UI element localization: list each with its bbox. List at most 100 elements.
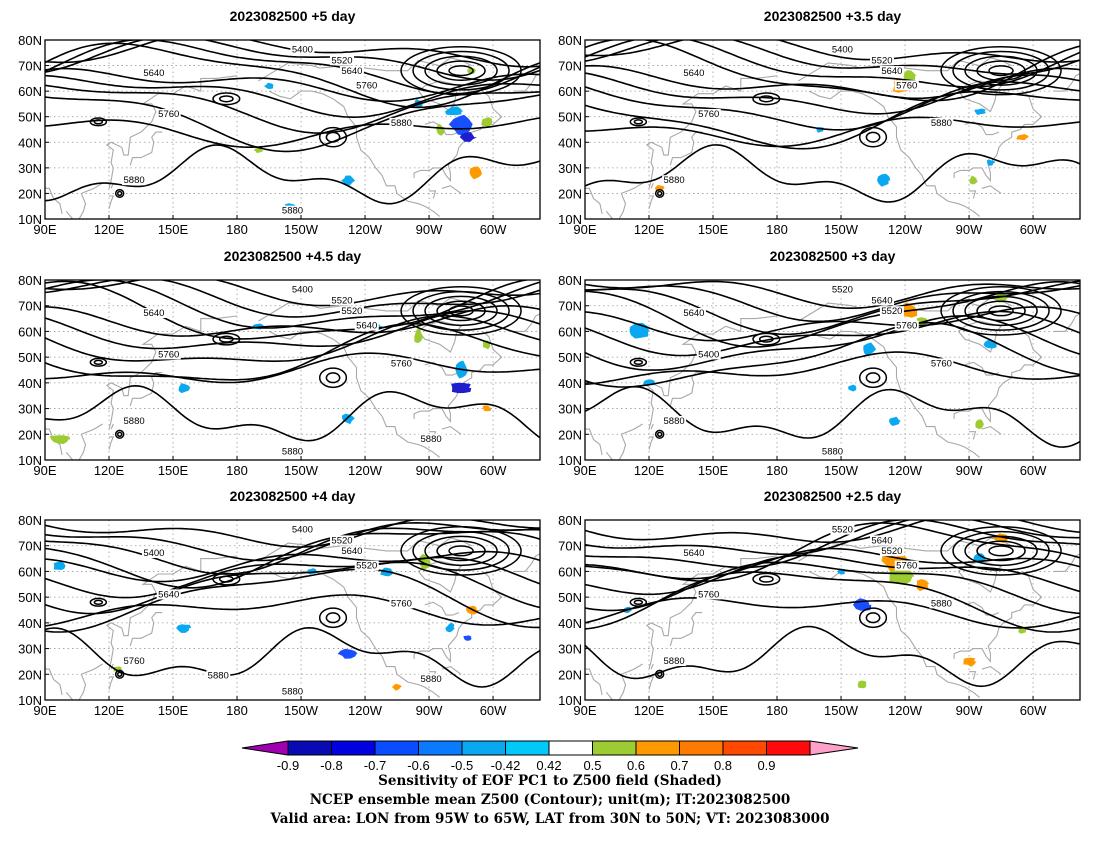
lat-tick-label: 60N [18, 564, 42, 579]
coastline [1054, 553, 1080, 572]
contour-label: 5640 [341, 546, 362, 557]
coastline [413, 570, 503, 663]
z500-contour [45, 305, 540, 337]
map-panels: 2023082500 +5 day54005520564056405760576… [18, 8, 1081, 718]
lon-tick-label: 150E [698, 222, 729, 237]
coastline [650, 182, 654, 189]
closed-contour [400, 286, 522, 336]
closed-contour [412, 50, 510, 91]
contour-label: 5880 [282, 687, 303, 698]
sensitivity-shade [974, 108, 986, 115]
coastline [669, 372, 703, 407]
lat-tick-label: 10N [18, 693, 42, 708]
contour-label: 5760 [391, 598, 412, 609]
closed-contour [633, 599, 644, 605]
coastline [957, 80, 1003, 113]
lat-tick-label: 40N [18, 616, 42, 631]
colorbar-box [679, 740, 724, 756]
coastline [129, 131, 163, 166]
z500-contour [585, 81, 1080, 131]
contour-label: 5880 [664, 175, 685, 186]
sensitivity-shade [444, 106, 463, 116]
coastline [883, 586, 981, 698]
coastline [108, 436, 115, 450]
closed-contour [412, 290, 510, 331]
lat-tick-label: 40N [558, 376, 582, 391]
closed-contour [964, 295, 1038, 327]
sensitivity-shade [1018, 627, 1027, 634]
contour-label-bg [330, 55, 354, 66]
contour-label: 5880 [421, 674, 442, 685]
closed-contour [116, 671, 123, 677]
coastline [645, 315, 778, 430]
closed-contour [656, 431, 663, 437]
lon-tick-label: 120E [94, 222, 125, 237]
closed-contour [865, 372, 881, 384]
contour-label-bg [681, 548, 706, 558]
closed-contour [436, 60, 486, 82]
coastline [605, 182, 643, 219]
contour-label: 5640 [356, 321, 377, 332]
closed-contour [964, 535, 1038, 567]
contour-label-bg [681, 67, 706, 78]
lat-tick-label: 20N [18, 427, 42, 442]
contour-label: 5520 [341, 306, 362, 317]
coastline [514, 313, 540, 332]
contour-label-bg [206, 670, 231, 681]
sensitivity-shade [963, 657, 977, 667]
closed-contour [424, 535, 498, 567]
coastline [441, 185, 462, 194]
coastline [969, 190, 977, 199]
closed-contour [448, 545, 474, 557]
contour-label: 5640 [871, 535, 892, 546]
closed-contour [952, 290, 1050, 331]
closed-contour [212, 572, 241, 586]
sensitivity-shade [481, 117, 493, 127]
coastline [417, 320, 463, 353]
sensitivity-shade [467, 67, 476, 74]
lat-tick-label: 10N [558, 212, 582, 227]
colorbar-tick-label: -0.7 [364, 758, 386, 773]
map-frame [584, 279, 1081, 461]
closed-contour [400, 45, 522, 96]
coastline [258, 62, 321, 82]
lat-tick-label: 40N [18, 376, 42, 391]
coastline [953, 570, 1043, 663]
contour-label: 5880 [282, 447, 303, 458]
closed-contour [89, 357, 108, 367]
closed-contour [758, 575, 774, 583]
z500-contour [585, 281, 1080, 348]
lon-tick-label: 150W [824, 463, 859, 478]
lon-tick-label: 90W [956, 463, 983, 478]
lon-tick-label: 150W [824, 222, 859, 237]
closed-contour [212, 92, 241, 106]
contour-label-bg [894, 320, 919, 331]
lon-tick-label: 120W [888, 463, 923, 478]
z500-contour [45, 352, 540, 384]
z500-contour [585, 597, 1080, 629]
map-frame [44, 39, 541, 220]
sensitivity-shade [337, 648, 358, 659]
contour-label: 5520 [331, 55, 352, 66]
z500-contour [585, 554, 1080, 596]
lon-tick-label: 150E [158, 463, 189, 478]
coastline [969, 671, 977, 680]
coastline [417, 80, 463, 113]
contour-label: 5760 [698, 589, 719, 600]
colorbar-box [766, 740, 811, 756]
colorbar-box [548, 740, 593, 756]
lat-tick-label: 80N [18, 273, 42, 288]
caption-line-3: Valid area: LON from 95W to 65W, LAT fro… [270, 811, 830, 827]
contour-label: 5520 [331, 295, 352, 306]
closed-contour [654, 669, 665, 679]
contour-label: 5640 [143, 308, 164, 319]
sensitivity-shade [264, 82, 274, 89]
contour-label-bg [929, 358, 954, 369]
contour-label-bg [122, 656, 147, 666]
contour-label: 5520 [356, 561, 377, 572]
lon-tick-label: 180 [766, 463, 788, 478]
panel-title: 2023082500 +3 day [770, 248, 896, 264]
map-frame [584, 39, 1081, 220]
coastline [129, 612, 163, 647]
